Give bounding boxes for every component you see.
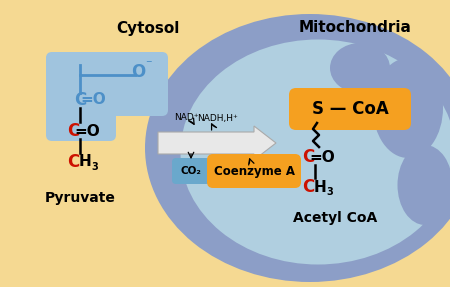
Ellipse shape	[330, 43, 390, 93]
Text: C: C	[302, 178, 314, 196]
Text: NADH,H⁺: NADH,H⁺	[198, 113, 239, 123]
Text: Coenzyme A: Coenzyme A	[213, 164, 294, 177]
FancyBboxPatch shape	[289, 88, 411, 130]
Text: O: O	[131, 63, 145, 81]
Text: Pyruvate: Pyruvate	[45, 191, 116, 205]
Ellipse shape	[397, 145, 450, 225]
FancyArrow shape	[158, 126, 276, 160]
Text: ⁻: ⁻	[145, 59, 151, 71]
Text: 3: 3	[327, 187, 333, 197]
Text: 3: 3	[92, 162, 99, 172]
Text: Acetyl CoA: Acetyl CoA	[293, 211, 377, 225]
Text: =O: =O	[74, 123, 100, 139]
Ellipse shape	[145, 14, 450, 282]
Text: CO₂: CO₂	[180, 166, 202, 176]
Text: H: H	[314, 179, 326, 195]
Text: C: C	[67, 122, 79, 140]
Ellipse shape	[180, 40, 450, 265]
FancyBboxPatch shape	[207, 154, 301, 188]
Text: H: H	[79, 154, 91, 170]
Text: S — CoA: S — CoA	[311, 100, 388, 118]
Text: C: C	[67, 153, 79, 171]
Text: =O: =O	[309, 150, 335, 164]
Text: C: C	[302, 148, 314, 166]
Text: NAD⁺: NAD⁺	[174, 113, 198, 123]
Text: Cytosol: Cytosol	[116, 20, 180, 36]
Text: Mitochondria: Mitochondria	[298, 20, 411, 36]
Text: C: C	[74, 91, 86, 109]
FancyBboxPatch shape	[46, 52, 168, 116]
FancyBboxPatch shape	[46, 54, 116, 141]
FancyBboxPatch shape	[172, 158, 210, 184]
Text: =O: =O	[80, 92, 106, 108]
Ellipse shape	[373, 58, 443, 158]
